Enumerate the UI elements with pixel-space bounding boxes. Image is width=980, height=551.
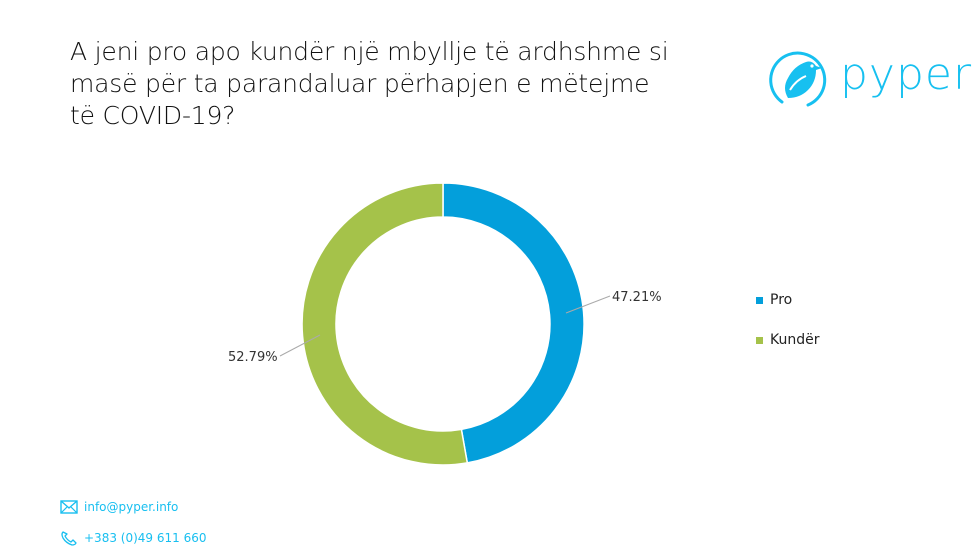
chart-title: A jeni pro apo kundër një mbyllje të ard…: [70, 36, 750, 132]
phone-icon: [61, 531, 77, 546]
chart-legend: Pro Kundër: [756, 290, 820, 370]
legend-item-kunder[interactable]: Kundër: [756, 330, 820, 350]
email-link[interactable]: info@pyper.info: [84, 500, 179, 514]
chart-title-line-2: masë për ta parandaluar përhapjen e mëte…: [70, 69, 650, 98]
bird-in-circle-icon: [769, 51, 827, 110]
pyper-logo: pyper: [768, 48, 980, 112]
phone-number[interactable]: +383 (0)49 611 660: [84, 531, 207, 545]
footer-email-row: info@pyper.info: [60, 498, 206, 516]
data-label-pro: 47.21%: [612, 290, 662, 305]
envelope-icon: [60, 500, 78, 514]
logo-wordmark: pyper: [840, 49, 973, 100]
slice-pro[interactable]: [442, 182, 585, 464]
leader-line-pro: [565, 295, 611, 314]
legend-label-kunder: Kundër: [770, 332, 820, 348]
chart-title-line-1: A jeni pro apo kundër një mbyllje të ard…: [70, 37, 669, 66]
leader-line-kunder: [279, 334, 321, 357]
data-label-kunder: 52.79%: [228, 350, 278, 365]
legend-item-pro[interactable]: Pro: [756, 290, 820, 310]
legend-label-pro: Pro: [770, 292, 793, 308]
legend-swatch-kunder: [756, 336, 763, 344]
footer-phone-row: +383 (0)49 611 660: [60, 529, 206, 547]
legend-swatch-pro: [756, 296, 763, 304]
slice-kunder[interactable]: [301, 182, 469, 466]
contact-footer: info@pyper.info +383 (0)49 611 660: [60, 498, 206, 551]
chart-title-line-3: të COVID-19?: [70, 101, 236, 130]
